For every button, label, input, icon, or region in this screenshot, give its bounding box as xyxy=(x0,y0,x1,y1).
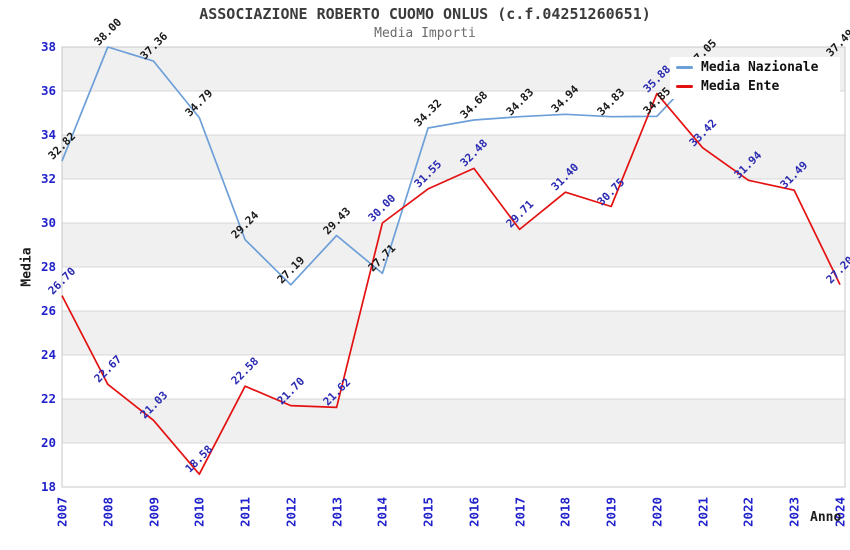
x-tick-label: 2011 xyxy=(237,496,253,528)
plot-band xyxy=(62,223,845,267)
x-tick-label: 2008 xyxy=(100,496,116,528)
x-tick-label: 2020 xyxy=(649,496,665,528)
y-axis-title: Media xyxy=(19,247,35,287)
y-tick-label: 34 xyxy=(40,127,56,142)
y-tick-label: 28 xyxy=(40,259,56,274)
y-tick-label: 20 xyxy=(40,435,56,450)
y-tick-label: 36 xyxy=(40,83,56,98)
x-tick-label: 2014 xyxy=(374,496,390,528)
legend: Media Nazionale Media Ente xyxy=(670,57,840,99)
legend-label: Media Ente xyxy=(701,79,780,94)
y-tick-label: 26 xyxy=(40,303,56,318)
x-tick-label: 2016 xyxy=(466,496,482,528)
x-axis-title: Anno xyxy=(810,510,842,525)
plot-band xyxy=(62,135,845,179)
chart-title: ASSOCIAZIONE ROBERTO CUOMO ONLUS (c.f.04… xyxy=(199,5,651,23)
x-tick-label: 2007 xyxy=(54,496,70,528)
x-tick-label: 2018 xyxy=(557,496,573,528)
y-tick-label: 30 xyxy=(40,215,56,230)
y-tick-label: 24 xyxy=(40,347,56,362)
y-tick-label: 18 xyxy=(40,479,56,494)
x-tick-label: 2023 xyxy=(786,496,802,528)
media-ente-line xyxy=(61,92,841,476)
y-tick-label: 38 xyxy=(40,39,56,54)
plot-border xyxy=(61,46,846,488)
y-tick-label: 32 xyxy=(40,171,56,186)
plot-band xyxy=(62,311,845,355)
media-nazionale-legend-line-icon xyxy=(676,66,693,69)
x-tick-label: 2019 xyxy=(603,496,619,528)
x-tick-label: 2021 xyxy=(695,496,711,528)
x-tick-label: 2017 xyxy=(512,496,528,528)
x-tick-label: 2015 xyxy=(420,496,436,528)
chart-subtitle: Media Importi xyxy=(374,26,476,41)
x-tick-label: 2012 xyxy=(283,496,299,528)
legend-item-media-nazionale: Media Nazionale xyxy=(670,58,840,77)
legend-label: Media Nazionale xyxy=(701,60,819,75)
legend-item-media-ente: Media Ente xyxy=(670,77,840,96)
x-tick-label: 2009 xyxy=(146,496,162,528)
x-tick-label: 2010 xyxy=(191,496,207,528)
y-tick-label: 22 xyxy=(40,391,56,406)
x-tick-label: 2013 xyxy=(329,496,345,528)
plot-band xyxy=(62,399,845,443)
x-tick-label: 2022 xyxy=(740,496,756,528)
media-ente-legend-line-icon xyxy=(676,85,693,88)
